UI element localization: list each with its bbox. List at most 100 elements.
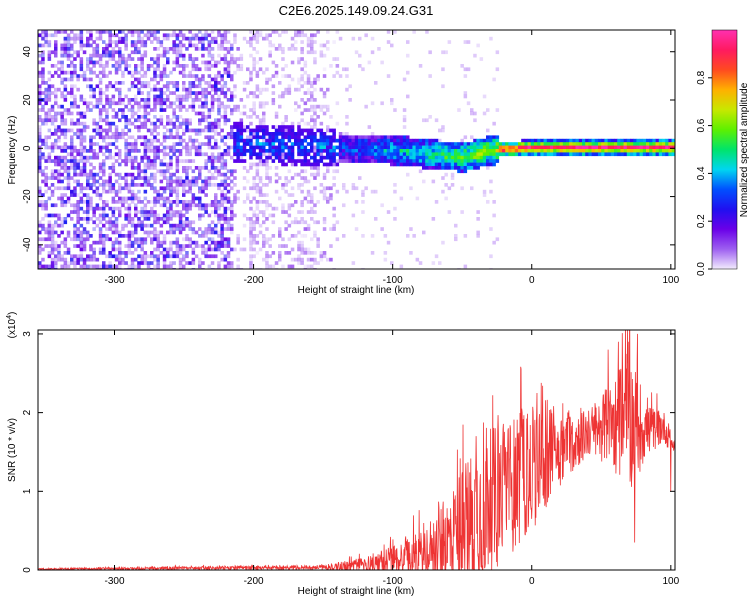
heatmap-cell bbox=[178, 64, 183, 68]
heatmap-cell bbox=[236, 128, 240, 133]
heatmap-cell bbox=[207, 47, 212, 51]
heatmap-cell bbox=[265, 166, 269, 170]
heatmap-cell bbox=[66, 43, 71, 48]
heatmap-cell bbox=[252, 240, 256, 245]
heatmap-cell bbox=[402, 125, 407, 129]
heatmap-cell bbox=[559, 152, 564, 157]
heatmap-cell bbox=[390, 261, 394, 265]
heatmap-cell bbox=[236, 145, 240, 150]
heatmap-cell bbox=[303, 179, 308, 184]
heatmap-cell bbox=[284, 128, 288, 133]
heatmap-cell bbox=[284, 91, 288, 95]
heatmap-cell bbox=[86, 67, 90, 72]
heatmap-cell bbox=[201, 91, 205, 95]
heatmap-cell bbox=[50, 223, 55, 228]
heatmap-cell bbox=[316, 145, 320, 150]
heatmap-cell bbox=[47, 159, 52, 163]
heatmap-cell bbox=[463, 264, 468, 269]
heatmap-cell bbox=[319, 135, 324, 140]
heatmap-cell bbox=[326, 149, 330, 153]
heatmap-cell bbox=[188, 186, 192, 191]
heatmap-cell bbox=[121, 196, 125, 201]
heatmap-cell bbox=[223, 237, 228, 242]
heatmap-cell bbox=[447, 162, 452, 167]
heatmap-cell bbox=[70, 142, 74, 146]
heatmap-cell bbox=[63, 162, 68, 167]
heatmap-cell bbox=[575, 152, 580, 157]
heatmap-cell bbox=[111, 40, 116, 44]
heatmap-cell bbox=[185, 118, 189, 123]
heatmap-cell bbox=[156, 237, 160, 242]
heatmap-cell bbox=[540, 152, 544, 157]
heatmap-cell bbox=[105, 128, 109, 133]
heatmap-cell bbox=[105, 135, 109, 140]
heatmap-cell bbox=[66, 145, 71, 150]
heatmap-cell bbox=[118, 240, 122, 245]
heatmap-cell bbox=[370, 135, 375, 140]
heatmap-cell bbox=[140, 135, 144, 140]
heatmap-cell bbox=[278, 94, 282, 99]
heatmap-cell bbox=[121, 223, 125, 228]
heatmap-cell bbox=[492, 240, 496, 245]
heatmap-cell bbox=[594, 138, 599, 143]
heatmap-cell bbox=[444, 142, 448, 146]
heatmap-cell bbox=[498, 142, 503, 146]
heatmap-cell bbox=[185, 74, 189, 78]
heatmap-cell bbox=[79, 169, 84, 174]
heatmap-cell bbox=[281, 237, 285, 242]
heatmap-cell bbox=[242, 104, 247, 109]
heatmap-cell bbox=[44, 227, 48, 231]
heatmap-cell bbox=[303, 135, 308, 140]
heatmap-cell bbox=[434, 254, 439, 259]
heatmap-cell bbox=[76, 118, 80, 123]
heatmap-cell bbox=[447, 210, 452, 214]
heatmap-cell bbox=[310, 196, 314, 201]
heatmap-cell bbox=[182, 203, 186, 208]
heatmap-cell bbox=[271, 74, 276, 78]
heatmap-cell bbox=[217, 230, 221, 235]
heatmap-cell bbox=[479, 159, 484, 163]
heatmap-cell bbox=[102, 159, 106, 163]
heatmap-cell bbox=[217, 159, 221, 163]
heatmap-cell bbox=[130, 234, 135, 238]
heatmap-cell bbox=[226, 104, 231, 109]
heatmap-cell bbox=[233, 57, 237, 61]
heatmap-cell bbox=[150, 87, 154, 92]
heatmap-cell bbox=[124, 149, 128, 153]
heatmap-cell bbox=[98, 94, 103, 99]
heatmap-cell bbox=[108, 179, 112, 184]
heatmap-cell bbox=[105, 60, 109, 65]
heatmap-cell bbox=[300, 142, 304, 146]
heatmap-cell bbox=[220, 223, 224, 228]
heatmap-cell bbox=[79, 149, 84, 153]
heatmap-cell bbox=[102, 108, 106, 112]
heatmap-cell bbox=[300, 33, 304, 38]
heatmap-cell bbox=[438, 149, 442, 153]
heatmap-cell bbox=[287, 47, 292, 51]
heatmap-cell bbox=[492, 138, 496, 143]
heatmap-cell bbox=[191, 169, 196, 174]
heatmap-cell bbox=[450, 166, 455, 170]
heatmap-cell bbox=[166, 84, 170, 89]
heatmap-cell bbox=[489, 189, 493, 194]
heatmap-cell bbox=[191, 57, 196, 61]
heatmap-cell bbox=[287, 206, 292, 211]
heatmap-cell bbox=[313, 40, 317, 44]
heatmap-cell bbox=[79, 40, 84, 44]
heatmap-cell bbox=[220, 74, 224, 78]
heatmap-cell bbox=[175, 43, 180, 48]
heatmap-cell bbox=[326, 47, 330, 51]
heatmap-cell bbox=[76, 152, 80, 157]
heatmap-cell bbox=[655, 149, 660, 153]
heatmap-cell bbox=[287, 128, 292, 133]
heatmap-cell bbox=[342, 135, 346, 140]
heatmap-cell bbox=[274, 115, 279, 119]
heatmap-cell bbox=[175, 142, 180, 146]
heatmap-cell bbox=[578, 152, 583, 157]
heatmap-cell bbox=[201, 43, 205, 48]
heatmap-cell bbox=[134, 149, 138, 153]
heatmap-cell bbox=[537, 152, 541, 157]
heatmap-cell bbox=[95, 264, 100, 269]
heatmap-cell bbox=[310, 162, 314, 167]
heatmap-cell bbox=[118, 81, 122, 85]
